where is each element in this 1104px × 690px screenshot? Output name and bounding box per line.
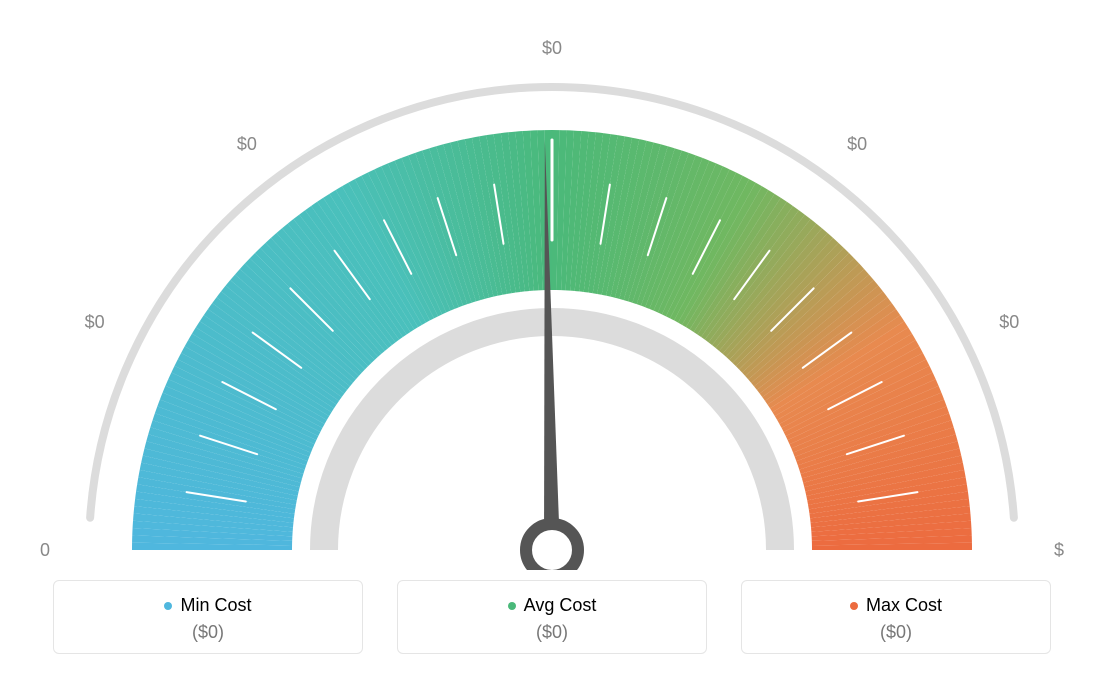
gauge-scale-label-0: $0 xyxy=(40,540,50,560)
legend-title-avg: Avg Cost xyxy=(508,595,597,616)
legend-label-avg: Avg Cost xyxy=(524,595,597,616)
gauge-area: $0 $0 $0 $0 $0 $0 $0 xyxy=(40,10,1064,570)
legend-value-max: ($0) xyxy=(760,622,1032,643)
legend-label-max: Max Cost xyxy=(866,595,942,616)
gauge-scale-label-5: $0 xyxy=(999,312,1019,332)
gauge-scale-label-3: $0 xyxy=(542,38,562,58)
legend-label-min: Min Cost xyxy=(180,595,251,616)
legend-dot-avg xyxy=(508,602,516,610)
gauge-scale-label-6: $0 xyxy=(1054,540,1064,560)
legend-title-min: Min Cost xyxy=(164,595,251,616)
legend-card-avg: Avg Cost ($0) xyxy=(397,580,707,654)
gauge-needle-hub xyxy=(526,524,578,570)
legend-dot-min xyxy=(164,602,172,610)
gauge-scale-label-1: $0 xyxy=(85,312,105,332)
legend-card-min: Min Cost ($0) xyxy=(53,580,363,654)
gauge-scale-label-2: $0 xyxy=(237,134,257,154)
legend-dot-max xyxy=(850,602,858,610)
gauge-svg: $0 $0 $0 $0 $0 $0 $0 xyxy=(40,10,1064,570)
legend-title-max: Max Cost xyxy=(850,595,942,616)
legend-card-max: Max Cost ($0) xyxy=(741,580,1051,654)
gauge-scale-label-4: $0 xyxy=(847,134,867,154)
legend-row: Min Cost ($0) Avg Cost ($0) Max Cost ($0… xyxy=(40,580,1064,654)
gauge-chart-container: $0 $0 $0 $0 $0 $0 $0 Min Cost ($0) Avg Cost ($… xyxy=(0,0,1104,690)
legend-value-min: ($0) xyxy=(72,622,344,643)
legend-value-avg: ($0) xyxy=(416,622,688,643)
